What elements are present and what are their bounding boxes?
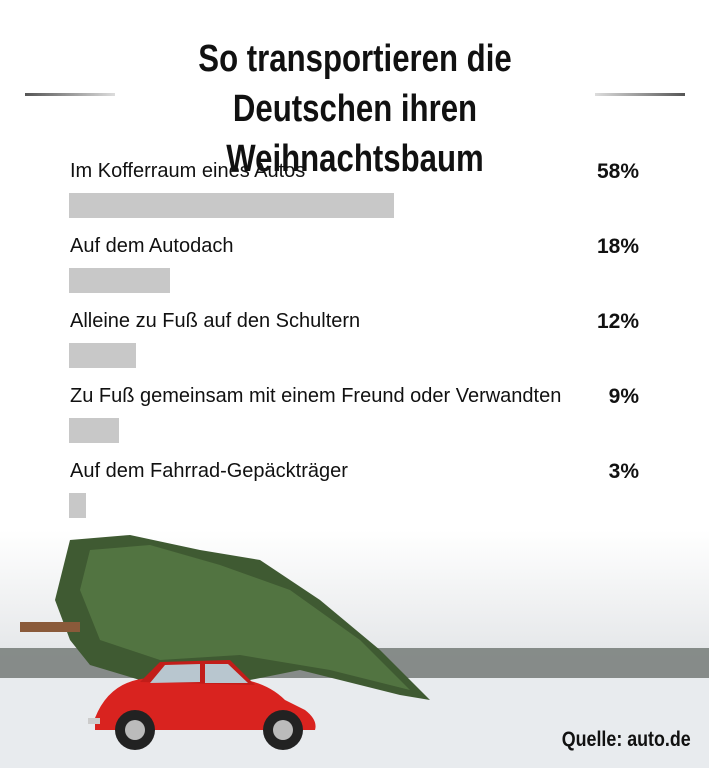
car-scene [0, 530, 709, 768]
value-label: 58% [596, 160, 639, 183]
bar [69, 418, 120, 443]
chart-title: So transportieren die Deutschen ihren We… [0, 34, 709, 184]
bar [69, 493, 86, 518]
chart-title-text: So transportieren die Deutschen ihren We… [197, 38, 512, 180]
title-rule [25, 93, 115, 96]
bar-rows: Im Kofferraum eines Autos 58% Auf dem Auto… [69, 160, 639, 518]
category-label: Alleine zu Fuß auf den Schultern [70, 310, 361, 332]
bar [69, 193, 394, 218]
value-label: 18% [596, 235, 639, 258]
bar [69, 268, 170, 293]
value-label: 3% [608, 460, 639, 483]
title-rule [595, 93, 685, 96]
value-label: 12% [596, 310, 639, 333]
value-label: 9% [608, 385, 639, 408]
category-label: Auf dem Fahrrad-Gepäckträger [70, 460, 348, 482]
category-label: Zu Fuß gemeinsam mit einem Freund oder V… [70, 385, 562, 407]
source: Quelle: auto.de [562, 728, 691, 751]
category-label: Auf dem Autodach [70, 235, 234, 257]
category-label: Im Kofferraum eines Autos [70, 160, 306, 182]
bar [69, 343, 137, 368]
